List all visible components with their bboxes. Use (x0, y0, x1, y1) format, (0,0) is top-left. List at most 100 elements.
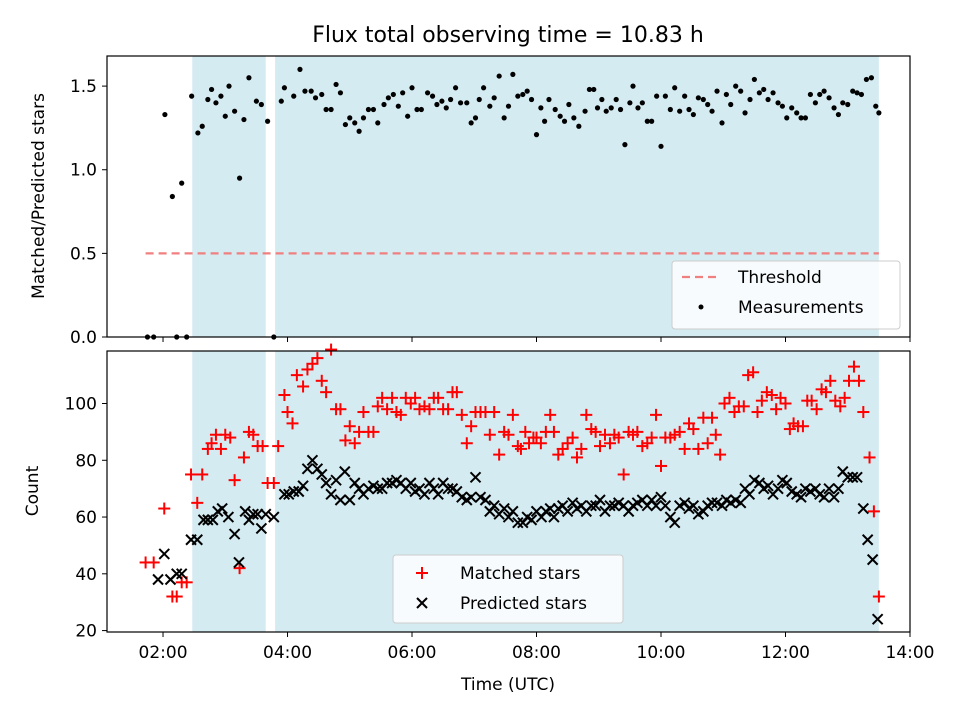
measurement-point (672, 85, 678, 91)
measurement-point (236, 175, 243, 181)
matched-stars-point (765, 388, 778, 401)
matched-stars-point (655, 459, 668, 472)
x-tick-label: 08:00 (512, 643, 561, 663)
measurement-point (356, 128, 362, 134)
measurement-point (375, 120, 381, 126)
matched-stars-point (170, 590, 183, 603)
predicted-stars-point (233, 556, 245, 569)
predicted-stars-point (202, 514, 214, 526)
measurement-point (854, 90, 860, 96)
matched-stars-point (432, 391, 445, 404)
matched-stars-point (483, 428, 496, 441)
measurement-point (775, 100, 781, 106)
measurement-point (241, 116, 247, 123)
measurement-point (472, 115, 479, 121)
matched-stars-point (423, 403, 436, 416)
matched-stars-point (147, 556, 160, 569)
predicted-stars-point (255, 522, 268, 535)
measurement-point (738, 88, 744, 94)
matched-stars-point (706, 411, 719, 424)
predicted-stars-point (251, 508, 264, 520)
measurement-point (308, 88, 314, 94)
legend-predicted-swatch (416, 597, 428, 609)
measurement-point (561, 118, 568, 124)
matched-stars-point (650, 408, 663, 421)
predicted-stars-point (604, 499, 616, 512)
measurement-point (635, 105, 641, 111)
matched-stars-point (692, 442, 705, 455)
matched-stars-point (237, 451, 250, 464)
matched-stars-point (465, 420, 478, 433)
matched-stars-point (519, 425, 532, 438)
chart-title: Flux total observing time = 10.83 h (312, 23, 704, 48)
measurement-point (468, 120, 474, 126)
measurement-point (337, 90, 344, 96)
measurement-point (826, 95, 832, 101)
predicted-stars-point (247, 508, 259, 520)
measurement-point (418, 106, 424, 113)
predicted-stars-point (507, 505, 519, 518)
measurement-point (662, 93, 668, 99)
top-legend-box (671, 260, 901, 330)
matched-stars-point (678, 442, 691, 455)
predicted-stars-point (334, 494, 347, 506)
predicted-stars-point (743, 488, 756, 501)
measurement-point (714, 88, 720, 94)
measurement-point (644, 118, 650, 124)
measurement-point (873, 103, 879, 109)
measurement-point (654, 93, 660, 99)
matched-stars-point (224, 431, 237, 444)
predicted-stars-point (306, 454, 319, 466)
predicted-stars-point (442, 482, 454, 495)
measurement-point (751, 76, 757, 83)
x-tick-label: 06:00 (388, 643, 437, 663)
measurement-point (798, 115, 804, 121)
measurement-point (501, 115, 507, 121)
predicted-stars-point (330, 474, 342, 486)
measurement-point (831, 105, 837, 111)
measurement-point (617, 106, 624, 113)
measurement-point (700, 96, 706, 103)
measurement-point (709, 108, 715, 114)
matched-stars-point (311, 352, 324, 365)
measurement-point (627, 100, 633, 106)
measurement-point (208, 86, 215, 93)
y-tick-label: 100 (65, 395, 97, 415)
measurement-point (552, 106, 558, 113)
measurement-point (400, 90, 406, 96)
measurement-point (302, 88, 308, 94)
measurement-point (424, 90, 431, 96)
measurement-point (297, 66, 303, 72)
bottom-panel-frame (106, 350, 911, 633)
matched-stars-point (185, 468, 198, 481)
matched-stars-point (779, 397, 792, 410)
measurement-point (162, 111, 168, 118)
matched-stars-point (701, 437, 714, 450)
predicted-stars-point (734, 497, 747, 509)
measurement-point (481, 85, 487, 91)
matched-stars-point (737, 400, 750, 413)
measurement-point (443, 105, 449, 111)
measurement-point (695, 95, 701, 101)
measurement-point (524, 88, 530, 94)
measurement-point (405, 113, 411, 119)
measurement-point (232, 108, 238, 114)
measurement-point (409, 85, 415, 91)
measurement-point (476, 96, 482, 103)
measurement-point (319, 91, 325, 98)
measurement-point (667, 106, 673, 113)
predicted-stars-point (847, 471, 859, 484)
measurement-point (342, 121, 349, 128)
measurement-point (622, 142, 628, 148)
top-panel-frame (106, 55, 911, 338)
predicted-stars-point (405, 477, 417, 489)
predicted-stars-point (320, 477, 332, 489)
matched-stars-point (228, 474, 241, 487)
x-tick-label: 12:00 (761, 643, 810, 663)
measurement-point (591, 86, 597, 93)
measurement-point (429, 93, 436, 99)
matched-stars-point (286, 417, 299, 430)
measurement-point (546, 96, 552, 103)
predicted-stars-point (561, 505, 574, 518)
predicted-stars-point (832, 482, 845, 495)
